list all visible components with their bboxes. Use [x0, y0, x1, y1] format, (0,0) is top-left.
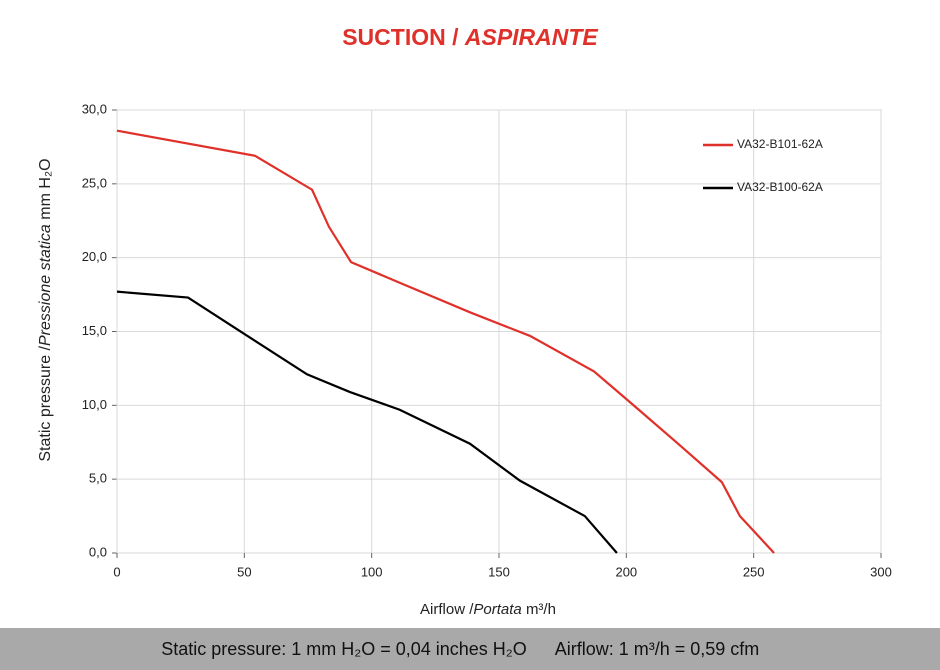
x-label-part: Airflow /: [420, 601, 474, 618]
legend-label: VA32-B101-62A: [737, 137, 823, 151]
series-line: [116, 290, 618, 554]
x-tick-label: 200: [615, 564, 637, 579]
x-tick-label: 250: [743, 564, 765, 579]
x-tick-label: 100: [361, 564, 383, 579]
x-tick-label: 0: [113, 564, 120, 579]
series-line: [116, 129, 775, 554]
y-label-part: Pressione statica: [37, 224, 54, 346]
y-tick-label: 20,0: [82, 249, 107, 264]
y-label-part: mm H₂O: [37, 158, 54, 219]
x-tick-label: 300: [870, 564, 892, 579]
y-axis-label: Static pressure /Pressione statica mm H₂…: [37, 158, 54, 461]
legend-label: VA32-B100-62A: [737, 180, 823, 194]
title-italic: ASPIRANTE: [464, 24, 599, 50]
y-tick-label: 0,0: [89, 544, 107, 559]
x-tick-label: 50: [237, 564, 251, 579]
y-tick-label: 25,0: [82, 175, 107, 190]
footer-note: Static pressure: 1 mm H₂O = 0,04 inches …: [161, 639, 527, 659]
footer-note: Airflow: 1 m³/h = 0,59 cfm: [555, 639, 760, 659]
x-label-part: m³/h: [526, 601, 556, 618]
title-main: SUCTION /: [342, 24, 459, 50]
y-tick-label: 5,0: [89, 471, 107, 486]
x-label-part: Portata: [473, 601, 521, 618]
y-tick-label: 30,0: [82, 101, 107, 116]
chart-title: SUCTION / ASPIRANTE: [342, 24, 598, 50]
x-axis-label: Airflow /Portata m³/h: [420, 601, 556, 618]
x-tick-label: 150: [488, 564, 510, 579]
y-tick-label: 10,0: [82, 397, 107, 412]
footer-bar: [0, 628, 940, 670]
y-label-part: Static pressure /: [37, 345, 54, 461]
y-tick-label: 15,0: [82, 323, 107, 338]
